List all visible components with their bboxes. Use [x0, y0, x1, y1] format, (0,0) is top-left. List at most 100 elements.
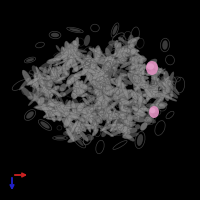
Ellipse shape [74, 37, 79, 53]
Ellipse shape [48, 64, 52, 72]
Ellipse shape [118, 56, 127, 61]
Ellipse shape [32, 77, 37, 93]
Ellipse shape [80, 113, 96, 121]
Ellipse shape [138, 80, 148, 90]
Ellipse shape [70, 44, 75, 59]
Ellipse shape [56, 54, 66, 60]
Ellipse shape [116, 89, 132, 99]
Ellipse shape [89, 64, 95, 71]
Ellipse shape [86, 114, 95, 121]
Ellipse shape [165, 79, 171, 86]
Ellipse shape [81, 60, 88, 74]
Ellipse shape [83, 125, 95, 129]
Ellipse shape [26, 77, 40, 86]
Ellipse shape [137, 79, 142, 89]
Ellipse shape [110, 124, 126, 131]
Ellipse shape [120, 73, 131, 80]
Ellipse shape [144, 80, 149, 91]
Ellipse shape [78, 84, 83, 95]
Ellipse shape [83, 54, 86, 67]
Ellipse shape [95, 103, 100, 111]
Ellipse shape [148, 82, 158, 88]
Ellipse shape [89, 47, 96, 53]
Ellipse shape [133, 63, 138, 67]
Ellipse shape [170, 84, 173, 98]
Ellipse shape [93, 75, 100, 88]
Ellipse shape [84, 59, 93, 67]
Ellipse shape [73, 82, 81, 92]
Ellipse shape [77, 128, 86, 131]
Ellipse shape [100, 98, 108, 103]
Ellipse shape [131, 108, 144, 113]
Ellipse shape [104, 95, 109, 102]
Ellipse shape [47, 103, 64, 109]
Ellipse shape [97, 62, 112, 72]
Ellipse shape [144, 109, 154, 123]
Ellipse shape [163, 84, 170, 94]
Ellipse shape [151, 92, 154, 97]
Ellipse shape [122, 48, 130, 53]
Ellipse shape [147, 59, 157, 67]
Ellipse shape [116, 82, 122, 86]
Ellipse shape [77, 80, 80, 86]
Ellipse shape [96, 99, 101, 106]
Ellipse shape [121, 104, 124, 119]
Ellipse shape [32, 82, 37, 86]
Ellipse shape [62, 65, 70, 76]
Ellipse shape [131, 76, 144, 83]
Ellipse shape [103, 59, 113, 71]
Ellipse shape [111, 80, 122, 85]
Ellipse shape [130, 56, 145, 62]
Ellipse shape [102, 78, 111, 85]
Ellipse shape [100, 87, 111, 95]
Ellipse shape [106, 57, 116, 62]
Ellipse shape [75, 81, 84, 87]
Ellipse shape [104, 62, 114, 69]
Ellipse shape [35, 106, 53, 111]
Ellipse shape [46, 86, 52, 98]
Ellipse shape [81, 113, 98, 117]
Ellipse shape [97, 47, 100, 53]
Ellipse shape [83, 62, 87, 69]
Ellipse shape [102, 56, 108, 71]
Ellipse shape [123, 116, 133, 123]
Ellipse shape [167, 81, 179, 95]
Ellipse shape [93, 48, 99, 54]
Ellipse shape [153, 71, 157, 85]
Ellipse shape [105, 53, 117, 61]
Ellipse shape [21, 87, 33, 99]
Ellipse shape [161, 86, 165, 92]
Ellipse shape [134, 81, 140, 83]
Ellipse shape [32, 84, 37, 88]
Ellipse shape [66, 128, 75, 142]
Ellipse shape [117, 101, 127, 114]
Ellipse shape [83, 97, 95, 106]
Ellipse shape [72, 97, 80, 110]
Ellipse shape [64, 51, 68, 56]
Ellipse shape [162, 82, 166, 88]
Ellipse shape [69, 28, 81, 32]
Ellipse shape [96, 97, 102, 106]
Ellipse shape [136, 57, 147, 64]
Ellipse shape [118, 73, 122, 87]
Ellipse shape [153, 68, 162, 79]
Ellipse shape [69, 110, 74, 125]
Ellipse shape [102, 74, 109, 81]
Ellipse shape [68, 115, 79, 119]
Ellipse shape [142, 69, 144, 76]
Ellipse shape [130, 52, 136, 60]
Ellipse shape [64, 41, 70, 55]
Ellipse shape [162, 81, 171, 90]
Ellipse shape [112, 117, 118, 127]
Ellipse shape [91, 104, 96, 120]
Ellipse shape [84, 35, 90, 46]
Ellipse shape [152, 72, 157, 84]
Ellipse shape [105, 82, 113, 95]
Ellipse shape [105, 101, 117, 112]
Ellipse shape [133, 68, 139, 82]
Ellipse shape [67, 112, 71, 122]
Ellipse shape [59, 67, 70, 70]
Ellipse shape [113, 89, 124, 93]
Ellipse shape [159, 93, 164, 102]
Ellipse shape [135, 93, 147, 104]
